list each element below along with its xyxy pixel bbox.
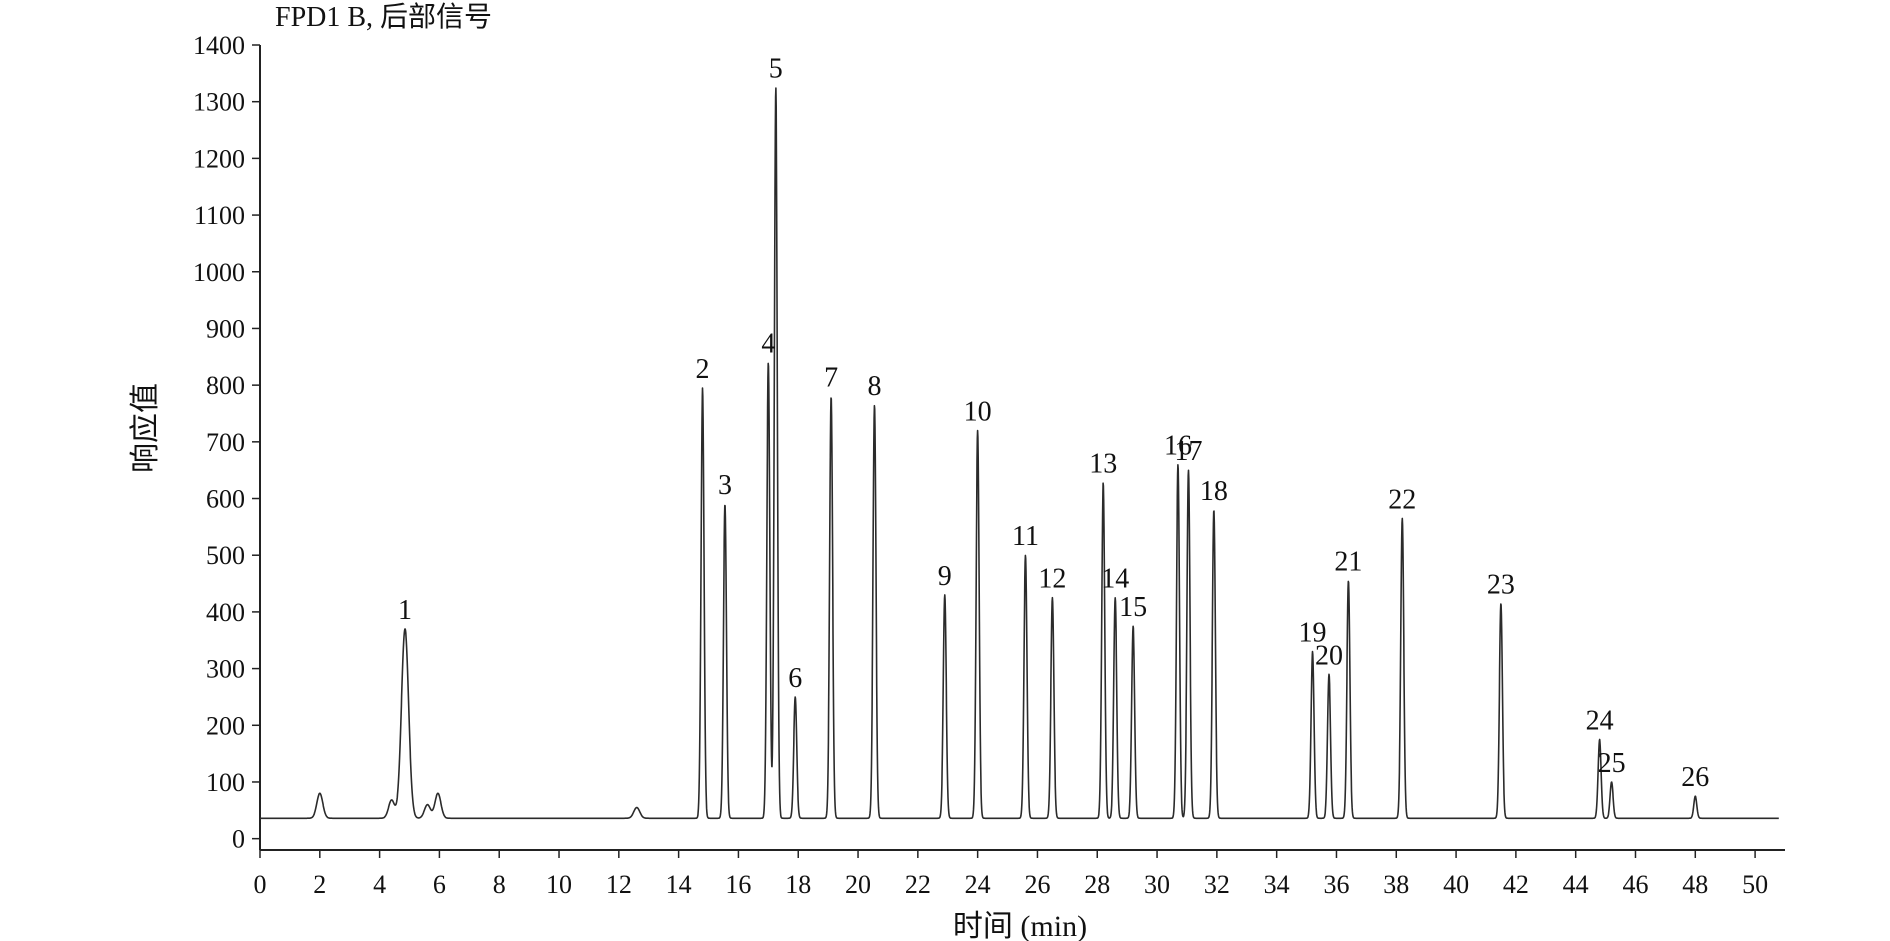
x-tick-label: 44 xyxy=(1563,870,1589,899)
y-tick-label: 0 xyxy=(232,825,245,854)
peak-label: 22 xyxy=(1388,484,1416,515)
peak-label: 7 xyxy=(824,362,838,393)
peak-label: 10 xyxy=(964,396,992,427)
x-tick-label: 48 xyxy=(1682,870,1708,899)
x-tick-label: 6 xyxy=(433,870,446,899)
x-tick-label: 18 xyxy=(785,870,811,899)
peak-label: 8 xyxy=(867,371,881,402)
x-tick-label: 42 xyxy=(1503,870,1529,899)
y-tick-label: 200 xyxy=(206,711,245,740)
x-tick-label: 40 xyxy=(1443,870,1469,899)
peak-label: 9 xyxy=(938,561,952,592)
peak-label: 4 xyxy=(761,328,775,359)
x-tick-label: 14 xyxy=(666,870,692,899)
x-tick-label: 26 xyxy=(1024,870,1050,899)
peak-label: 17 xyxy=(1174,436,1202,467)
x-tick-label: 12 xyxy=(606,870,632,899)
peak-label: 15 xyxy=(1119,592,1147,623)
y-tick-label: 1400 xyxy=(193,31,245,60)
x-tick-label: 22 xyxy=(905,870,931,899)
x-tick-label: 50 xyxy=(1742,870,1768,899)
peak-label: 19 xyxy=(1299,618,1327,649)
y-tick-label: 1300 xyxy=(193,88,245,117)
y-tick-label: 1000 xyxy=(193,258,245,287)
x-tick-label: 46 xyxy=(1622,870,1648,899)
peak-label: 18 xyxy=(1200,476,1228,507)
x-axis-title: 时间 (min) xyxy=(953,910,1087,941)
x-tick-label: 24 xyxy=(965,870,991,899)
peak-label: 13 xyxy=(1089,449,1117,480)
axes xyxy=(259,45,1785,851)
peak-label: 16 xyxy=(1164,431,1192,462)
peak-label: 3 xyxy=(718,470,732,501)
x-tick-label: 30 xyxy=(1144,870,1170,899)
chromatogram-trace xyxy=(259,87,1780,820)
y-tick-label: 100 xyxy=(206,768,245,797)
peak-label: 1 xyxy=(398,595,412,626)
peak-label: 25 xyxy=(1598,748,1626,779)
y-tick-label: 500 xyxy=(206,541,245,570)
y-tick-label: 800 xyxy=(206,371,245,400)
x-tick-label: 28 xyxy=(1084,870,1110,899)
x-tick-label: 36 xyxy=(1323,870,1349,899)
peak-label: 12 xyxy=(1038,564,1066,595)
peak-label: 24 xyxy=(1586,705,1614,736)
peak-label: 23 xyxy=(1487,569,1515,600)
y-axis-title: 响应值 xyxy=(129,383,162,473)
x-tick-label: 10 xyxy=(546,870,572,899)
x-tick-label: 32 xyxy=(1204,870,1230,899)
x-tick-label: 4 xyxy=(373,870,386,899)
peak-label: 21 xyxy=(1334,547,1362,578)
peak-label: 14 xyxy=(1101,564,1129,595)
x-tick-label: 8 xyxy=(493,870,506,899)
peak-label: 6 xyxy=(788,663,802,694)
x-ticks: 0 2 4 6 8 10 12 14 16 18 20 22 24 26 28 30 32 34 36 38 40 42 4… xyxy=(254,850,1768,899)
peak-label: 20 xyxy=(1315,640,1343,671)
peak-label: 2 xyxy=(696,354,710,385)
peak-label: 11 xyxy=(1012,521,1039,552)
y-tick-label: 600 xyxy=(206,485,245,514)
y-tick-label: 900 xyxy=(206,314,245,343)
y-ticks: 0 100 200 300 400 500 600 700 800 900 1000 1100 1200… xyxy=(193,31,260,854)
x-tick-label: 16 xyxy=(725,870,751,899)
x-tick-label: 20 xyxy=(845,870,871,899)
x-tick-label: 0 xyxy=(254,870,267,899)
x-tick-label: 2 xyxy=(313,870,326,899)
x-tick-label: 38 xyxy=(1383,870,1409,899)
x-tick-label: 34 xyxy=(1264,870,1290,899)
chart-title: FPD1 B, 后部信号 xyxy=(275,1,492,33)
y-tick-label: 700 xyxy=(206,428,245,457)
peak-label: 5 xyxy=(769,54,783,85)
y-tick-label: 1200 xyxy=(193,144,245,173)
peak-label: 26 xyxy=(1681,762,1709,793)
y-tick-label: 1100 xyxy=(194,201,245,230)
y-tick-label: 300 xyxy=(206,655,245,684)
y-tick-label: 400 xyxy=(206,598,245,627)
